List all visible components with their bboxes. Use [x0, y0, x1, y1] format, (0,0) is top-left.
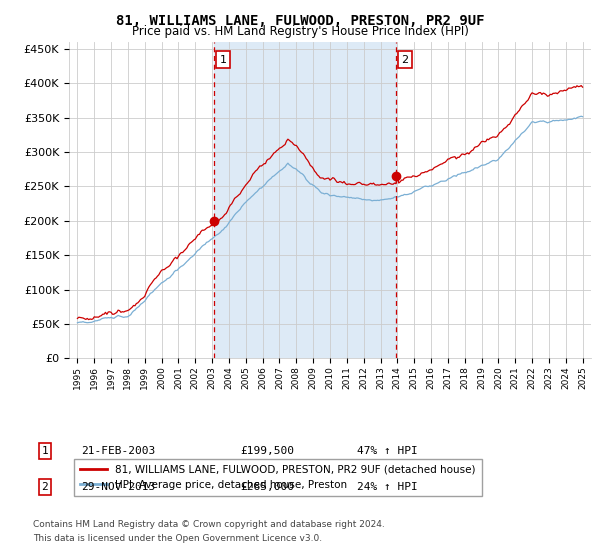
Text: 2: 2 [401, 55, 408, 64]
Legend: 81, WILLIAMS LANE, FULWOOD, PRESTON, PR2 9UF (detached house), HPI: Average pric: 81, WILLIAMS LANE, FULWOOD, PRESTON, PR2… [74, 459, 482, 496]
Bar [214, 42, 396, 358]
Text: 2: 2 [41, 482, 49, 492]
Text: £265,000: £265,000 [240, 482, 294, 492]
Text: 29-NOV-2013: 29-NOV-2013 [81, 482, 155, 492]
Text: 47% ↑ HPI: 47% ↑ HPI [357, 446, 418, 456]
Text: 81, WILLIAMS LANE, FULWOOD, PRESTON, PR2 9UF: 81, WILLIAMS LANE, FULWOOD, PRESTON, PR2… [116, 14, 484, 28]
Text: 1: 1 [220, 55, 226, 64]
Text: Price paid vs. HM Land Registry's House Price Index (HPI): Price paid vs. HM Land Registry's House … [131, 25, 469, 38]
Text: £199,500: £199,500 [240, 446, 294, 456]
Text: Contains HM Land Registry data © Crown copyright and database right 2024.: Contains HM Land Registry data © Crown c… [33, 520, 385, 529]
Text: 24% ↑ HPI: 24% ↑ HPI [357, 482, 418, 492]
Text: This data is licensed under the Open Government Licence v3.0.: This data is licensed under the Open Gov… [33, 534, 322, 543]
Text: 1: 1 [41, 446, 49, 456]
Text: 21-FEB-2003: 21-FEB-2003 [81, 446, 155, 456]
